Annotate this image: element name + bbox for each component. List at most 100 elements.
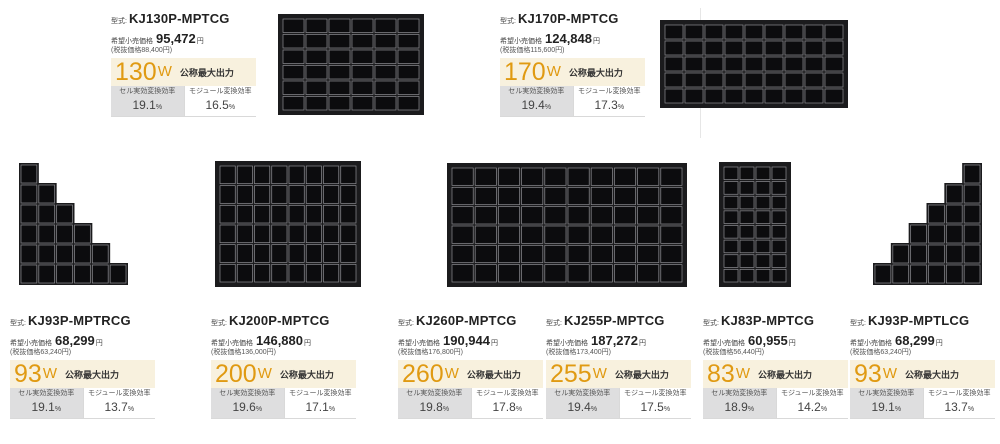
cell-efficiency: セル実効変換効率 19.4% <box>500 86 573 116</box>
card-bottom-rule <box>211 418 356 419</box>
solar-panel-icon <box>215 161 361 287</box>
watt-unit: W <box>157 63 172 80</box>
price-value: 95,472 <box>156 31 196 46</box>
solar-panel-icon <box>660 20 848 108</box>
percent-unit: % <box>127 406 135 413</box>
watt-value: 260 <box>402 360 444 388</box>
card-bottom-rule <box>10 418 155 419</box>
cell-efficiency: セル実効変換効率 19.1% <box>111 86 184 116</box>
module-efficiency: モジュール変換効率 17.1% <box>283 388 356 418</box>
price-excl-tax: (税抜価格63,240円) <box>10 349 72 356</box>
card-bottom-rule <box>500 116 645 117</box>
efficiency-row: セル実効変換効率 19.6% モジュール変換効率 17.1% <box>211 388 356 418</box>
efficiency-row: セル実効変換効率 19.8% モジュール変換効率 17.8% <box>398 388 543 418</box>
max-output-row: 83 W 公称最大出力 <box>703 360 848 388</box>
module-eff-value: 13.7 <box>944 400 968 414</box>
percent-unit: % <box>617 104 625 111</box>
module-eff-value: 17.8 <box>492 400 516 414</box>
max-output-row: 130 W 公称最大出力 <box>111 58 256 86</box>
solar-panel-icon <box>719 162 791 287</box>
max-output-row: 93 W 公称最大出力 <box>10 360 155 388</box>
product-card-kj170p: 型式: KJ170P-MPTCG 希望小売価格 124,848円 (税抜価格115,… <box>500 12 645 117</box>
module-efficiency: モジュール変換効率 17.8% <box>470 388 543 418</box>
max-output-row: 170 W 公称最大出力 <box>500 58 645 86</box>
module-eff-value: 17.1 <box>305 400 329 414</box>
efficiency-row: セル実効変換効率 18.9% モジュール変換効率 14.2% <box>703 388 848 418</box>
model-prefix: 型式: <box>500 18 516 25</box>
module-eff-label: モジュール変換効率 <box>288 390 352 397</box>
cell-eff-value: 19.1 <box>132 98 156 112</box>
cell-eff-value: 19.1 <box>31 400 55 414</box>
model-name: KJ170P-MPTCG <box>517 11 619 26</box>
percent-unit: % <box>820 406 828 413</box>
card-bottom-rule <box>703 418 848 419</box>
cell-eff-value: 18.9 <box>724 400 748 414</box>
percent-unit: % <box>442 406 450 413</box>
price-label: 希望小売価格 <box>211 340 253 347</box>
watt-unit: W <box>735 365 750 382</box>
module-eff-label: モジュール変換効率 <box>87 390 151 397</box>
module-efficiency: モジュール変換効率 17.5% <box>618 388 691 418</box>
percent-unit: % <box>544 104 552 111</box>
percent-unit: % <box>894 406 902 413</box>
percent-unit: % <box>747 406 755 413</box>
percent-unit: % <box>515 406 523 413</box>
price-excl-tax: (税抜価格56,440円) <box>703 349 765 356</box>
price-value: 60,955 <box>748 333 788 348</box>
model-prefix: 型式: <box>850 320 866 327</box>
price-unit: 円 <box>935 340 943 347</box>
model-prefix: 型式: <box>546 320 562 327</box>
module-eff-label: モジュール変換効率 <box>927 390 991 397</box>
percent-unit: % <box>590 406 598 413</box>
card-bottom-rule <box>111 116 256 117</box>
watt-value: 83 <box>707 360 735 388</box>
panel-image-kj130p <box>278 14 424 115</box>
module-eff-value: 17.5 <box>640 400 664 414</box>
module-efficiency: モジュール変換効率 13.7% <box>922 388 995 418</box>
product-card-kj255p: 型式: KJ255P-MPTCG 希望小売価格 187,272円 (税抜価格173,… <box>546 314 691 419</box>
cell-eff-label: セル実効変換効率 <box>18 390 75 397</box>
price-excl-tax: (税抜価格115,600円) <box>500 47 565 54</box>
module-eff-value: 16.5 <box>205 98 229 112</box>
model-name: KJ130P-MPTCG <box>128 11 230 26</box>
watt-unit: W <box>546 63 561 80</box>
cell-efficiency: セル実効変換効率 19.8% <box>398 388 471 418</box>
module-eff-value: 17.3 <box>594 98 618 112</box>
price-value: 190,944 <box>443 333 490 348</box>
cell-eff-label: セル実効変換効率 <box>508 88 565 95</box>
model-prefix: 型式: <box>398 320 414 327</box>
product-card-kj93p-r: 型式: KJ93P-MPTRCG 希望小売価格 68,299円 (税抜価格63,24… <box>10 314 155 419</box>
cell-eff-label: セル実効変換効率 <box>711 390 768 397</box>
watt-unit: W <box>592 365 607 382</box>
module-eff-label: モジュール変換効率 <box>780 390 844 397</box>
cell-eff-value: 19.8 <box>419 400 443 414</box>
watt-unit: W <box>882 365 897 382</box>
price-label: 希望小売価格 <box>703 340 745 347</box>
watt-label: 公称最大出力 <box>614 369 669 380</box>
efficiency-row: セル実効変換効率 19.1% モジュール変換効率 16.5% <box>111 86 256 116</box>
module-eff-value: 13.7 <box>104 400 128 414</box>
watt-label: 公称最大出力 <box>568 67 623 78</box>
price-excl-tax: (税抜価格136,000円) <box>211 349 276 356</box>
module-eff-value: 14.2 <box>797 400 821 414</box>
percent-unit: % <box>967 406 975 413</box>
product-card-kj200p: 型式: KJ200P-MPTCG 希望小売価格 146,880円 (税抜価格136,… <box>211 314 356 419</box>
watt-unit: W <box>444 365 459 382</box>
price-label: 希望小売価格 <box>500 38 542 45</box>
cell-efficiency: セル実効変換効率 18.9% <box>703 388 776 418</box>
max-output-row: 255 W 公称最大出力 <box>546 360 691 388</box>
price-excl-tax: (税抜価格176,800円) <box>398 349 463 356</box>
efficiency-row: セル実効変換効率 19.4% モジュール変換効率 17.5% <box>546 388 691 418</box>
model-name: KJ255P-MPTCG <box>563 313 665 328</box>
model-prefix: 型式: <box>211 320 227 327</box>
solar-panel-icon <box>873 163 982 285</box>
price-unit: 円 <box>639 340 646 347</box>
cell-eff-label: セル実効変換効率 <box>406 390 463 397</box>
cell-eff-label: セル実効変換効率 <box>554 390 611 397</box>
watt-label: 公称最大出力 <box>64 369 119 380</box>
cell-efficiency: セル実効変換効率 19.6% <box>211 388 284 418</box>
watt-value: 93 <box>854 360 882 388</box>
price-value: 187,272 <box>591 333 638 348</box>
price-unit: 円 <box>196 38 204 45</box>
cell-efficiency: セル実効変換効率 19.1% <box>10 388 83 418</box>
